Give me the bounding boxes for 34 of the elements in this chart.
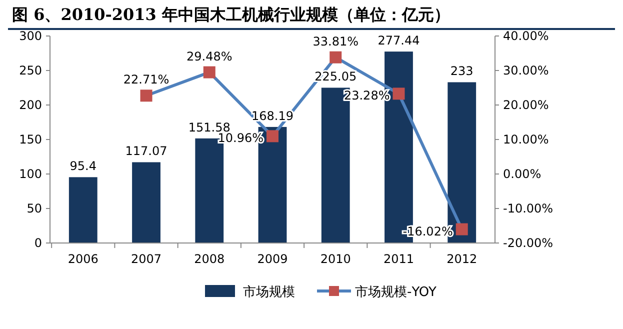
y-tick-label: 0 [34,236,42,250]
data-label: 117.07 [125,144,168,158]
data-label: 233 [450,64,474,78]
y-tick-label: 50 [26,202,42,216]
y2-tick-label: 40.00% [503,29,549,43]
data-label: 33.81% [312,34,359,48]
data-label: 22.71% [123,72,170,87]
data-label: 277.44 [378,34,420,48]
y2-tick-label: 30.00% [503,64,549,78]
y-tick-label: 200 [19,98,42,112]
x-tick-label: 2006 [68,252,98,266]
x-tick-label: 2007 [130,252,162,266]
y-tick-label: 250 [19,64,42,78]
x-tick-label: 2009 [257,252,288,266]
y2-tick-label: 0.00% [503,167,542,181]
y2-tick-label: 10.00% [503,132,549,146]
bar [68,177,98,243]
y2-tick-label: -10.00% [503,202,554,216]
y-tick-label: 300 [19,29,42,43]
x-tick-label: 2008 [194,252,225,266]
y2-tick-label: -20.00% [503,236,554,250]
data-label: 151.58 [188,120,230,134]
x-tick-label: 2011 [383,252,414,266]
legend-label: 市场规模 [243,285,295,300]
y-tick-label: 150 [19,132,42,146]
bar [132,162,160,243]
y2-tick-label: 20.00% [503,98,549,112]
legend-label: 市场规模-YOY [355,285,436,300]
chart-title: 图 6、2010-2013 年中国木工机械行业规模（单位：亿元） [12,5,450,24]
x-tick-label: 2012 [446,252,478,266]
x-tick-label: 2010 [320,252,351,266]
y-tick-label: 100 [19,167,42,181]
data-label: 29.48% [186,49,232,64]
data-label: 95.4 [70,159,96,174]
